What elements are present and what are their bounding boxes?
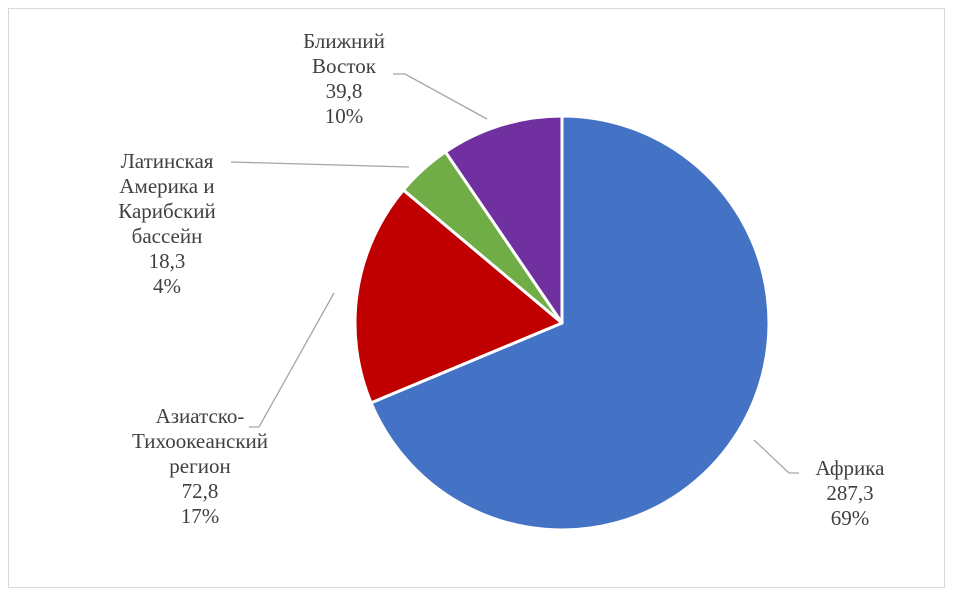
pie-slice-middle-east bbox=[443, 114, 564, 325]
data-label-middle-east: Ближний Восток 39,8 10% bbox=[291, 29, 397, 129]
chart-area: Африка 287,3 69% Азиатско- Тихоокеанский… bbox=[8, 8, 945, 588]
slice-name-asia-pacific-line3: регион bbox=[169, 454, 231, 478]
slice-name-latin-america-line4: бассейн bbox=[131, 224, 203, 248]
slice-name-middle-east-line1: Ближний bbox=[303, 29, 385, 53]
leader-line-africa bbox=[753, 439, 799, 474]
pie-chart bbox=[230, 73, 799, 532]
slice-name-africa: Африка bbox=[815, 456, 885, 480]
slice-percent-africa: 69% bbox=[830, 506, 870, 530]
slice-name-middle-east-line2: Восток bbox=[312, 54, 376, 78]
leader-line-latin-america bbox=[230, 161, 410, 168]
pie-slice-africa bbox=[369, 114, 771, 532]
slice-name-latin-america-line3: Карибский bbox=[118, 199, 216, 223]
slice-value-latin-america: 18,3 bbox=[148, 249, 186, 273]
data-label-africa: Африка 287,3 69% bbox=[797, 456, 903, 531]
slice-value-africa: 287,3 bbox=[826, 481, 874, 505]
slice-value-asia-pacific: 72,8 bbox=[181, 479, 219, 503]
leader-line-asia-pacific bbox=[249, 292, 335, 428]
pie-slice-asia-pacific bbox=[353, 188, 564, 405]
data-label-latin-america: Латинская Америка и Карибский бассейн 18… bbox=[101, 149, 233, 299]
slice-name-latin-america-line1: Латинская bbox=[120, 149, 214, 173]
leader-line-middle-east bbox=[393, 73, 488, 120]
slice-name-asia-pacific-line1: Азиатско- bbox=[155, 404, 245, 428]
slice-name-latin-america-line2: Америка и bbox=[119, 174, 215, 198]
slice-percent-latin-america: 4% bbox=[153, 274, 181, 298]
data-label-asia-pacific: Азиатско- Тихоокеанский регион 72,8 17% bbox=[105, 404, 295, 529]
slice-value-middle-east: 39,8 bbox=[325, 79, 363, 103]
slice-percent-middle-east: 10% bbox=[324, 104, 364, 128]
slice-name-asia-pacific-line2: Тихоокеанский bbox=[131, 429, 269, 453]
slice-percent-asia-pacific: 17% bbox=[180, 504, 220, 528]
